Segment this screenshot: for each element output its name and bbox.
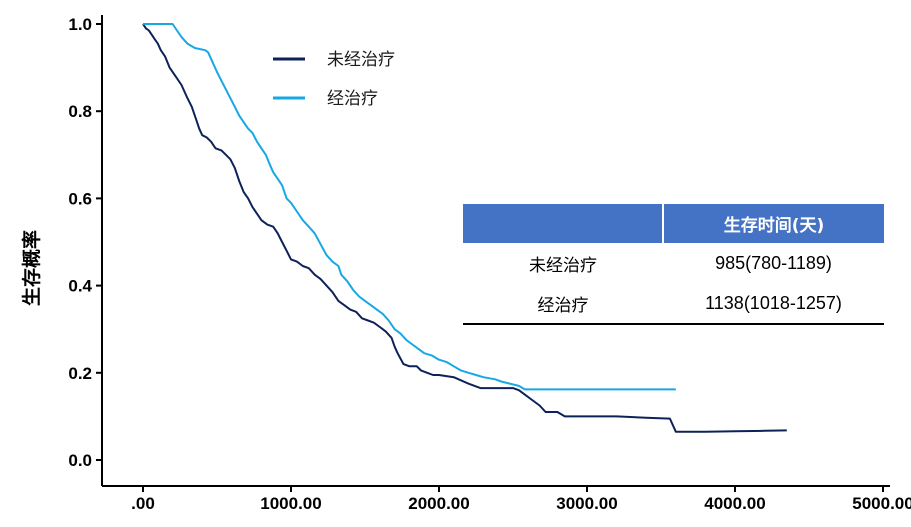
table-row: 经治疗 1138(1018-1257): [463, 283, 884, 325]
x-tick-label: .00: [131, 494, 155, 513]
legend-label: 未经治疗: [327, 50, 395, 70]
table-row: 未经治疗 985(780-1189): [463, 243, 884, 283]
y-tick-label: 0.4: [68, 277, 92, 296]
legend-label: 经治疗: [327, 89, 378, 109]
y-tick-label: 0.6: [68, 189, 92, 208]
y-tick-label: 1.0: [68, 15, 92, 34]
x-tick-label: 5000.00: [852, 494, 911, 513]
survival-time-table: 生存时间(天) 未经治疗 985(780-1189) 经治疗 1138(1018…: [463, 204, 884, 325]
y-tick-label: 0.0: [68, 451, 92, 470]
x-tick-label: 3000.00: [556, 494, 617, 513]
axes: 0.0 0.2 0.4 0.6 0.8 1.0 .00 1000.00 2000.00 3000.…: [20, 15, 911, 513]
table-header-survival-time: 生存时间(天): [663, 204, 884, 243]
table-header-row: 生存时间(天): [463, 204, 884, 243]
y-tick-label: 0.8: [68, 102, 92, 121]
table-cell-group: 经治疗: [463, 283, 663, 325]
series-lines: [142, 23, 787, 433]
series-line-untreated: [142, 23, 787, 433]
x-tick-label: 1000.00: [260, 494, 321, 513]
x-tick-label: 4000.00: [704, 494, 765, 513]
y-tick-label: 0.2: [68, 364, 92, 383]
table-cell-survival-time: 1138(1018-1257): [663, 283, 884, 325]
table-cell-survival-time: 985(780-1189): [715, 252, 832, 273]
series-line-treated: [143, 23, 676, 391]
table-cell-group: 未经治疗: [529, 255, 597, 276]
table-header-group: [463, 204, 664, 243]
y-axis-title: 生存概率: [20, 230, 43, 306]
x-tick-label: 2000.00: [408, 494, 469, 513]
